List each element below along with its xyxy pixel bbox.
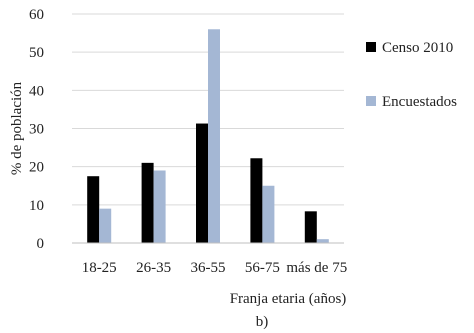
x-tick-labels: 18-25 26-35 36-55 56-75 más de 75: [82, 260, 348, 276]
bar-censo-2010: [304, 211, 317, 243]
y-tick-labels: 0 10 20 30 40 50 60: [29, 7, 44, 252]
x-tick-label: 36-55: [191, 260, 226, 276]
y-tick-label: 10: [29, 198, 44, 214]
x-tick-label: 26-35: [136, 260, 171, 276]
y-tick-label: 30: [29, 122, 44, 138]
bar-encuestados: [153, 170, 166, 243]
legend: Censo 2010 Encuestados: [366, 40, 457, 110]
legend-label: Encuestados: [382, 94, 457, 110]
bar-encuestados: [99, 208, 112, 243]
bar-encuestados: [208, 29, 220, 244]
x-tick-label: 18-25: [82, 260, 117, 276]
legend-label: Censo 2010: [382, 40, 453, 56]
bar-censo-2010: [196, 123, 208, 243]
y-tick-label: 60: [29, 7, 44, 23]
bar-censo-2010: [141, 162, 154, 243]
y-tick-label: 50: [29, 45, 44, 61]
bar-encuestados: [316, 239, 329, 243]
y-tick-label: 20: [29, 160, 44, 176]
bar-encuestados: [262, 185, 275, 243]
bar-censo-2010: [87, 176, 100, 243]
x-axis-title: Franja etaria (años): [230, 291, 347, 307]
figure-caption: b): [256, 314, 269, 330]
bars: [87, 29, 329, 244]
y-axis-title: % de población: [9, 81, 25, 175]
y-tick-label: 0: [37, 236, 45, 252]
y-tick-label: 40: [29, 83, 44, 99]
x-tick-label: más de 75: [286, 260, 347, 276]
x-tick-label: 56-75: [245, 260, 280, 276]
legend-swatch: [366, 42, 376, 52]
legend-swatch: [366, 96, 376, 106]
bar-censo-2010: [250, 158, 263, 243]
